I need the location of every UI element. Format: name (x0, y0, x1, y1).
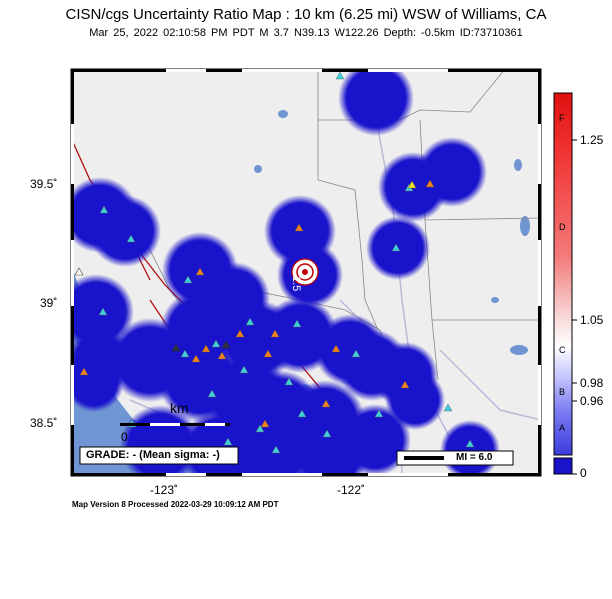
scalebar-unit: km (170, 400, 189, 416)
epicenter-marker (291, 258, 319, 286)
mi-box (396, 450, 514, 466)
colorbar-grade-letter: F (559, 113, 565, 123)
lat-tick-label: 38.5˚ (30, 416, 58, 430)
colorbar-grade-letter: A (559, 423, 566, 433)
ocean (71, 265, 195, 476)
colorbar-tick-label: 0.98 (580, 376, 604, 390)
lon-tick-label: -123˚ (150, 483, 179, 497)
map-version-footer: Map Version 8 Processed 2022-03-29 10:09… (72, 500, 279, 509)
scalebar-zero: 0 (121, 430, 128, 444)
colorbar-tick-label: 1.25 (580, 133, 604, 147)
map-title: CISN/cgs Uncertainty Ratio Map : 10 km (… (65, 6, 547, 23)
lat-tick-label: 39˚ (40, 296, 58, 310)
scale-bar (120, 423, 230, 426)
stations-dark (171, 340, 231, 352)
station-yellow (407, 180, 417, 189)
stations-orange (79, 179, 435, 428)
frame-ticks-white (71, 69, 541, 476)
colorbar-tick-label: 1.05 (580, 313, 604, 327)
colorbar (553, 92, 577, 475)
colorbar-grade-letter: D (559, 222, 566, 232)
epicenter-label: 1.5 (290, 276, 302, 291)
map-subtitle: Mar 25, 2022 02:10:58 PM PDT M 3.7 N39.1… (89, 27, 523, 39)
lat-tick-label: 39.5˚ (30, 177, 58, 191)
colorbar-grade-letter: B (559, 387, 566, 397)
colorbar-tick-label: 0.96 (580, 394, 604, 408)
colorbar-grade-letter: C (559, 345, 566, 355)
grade-label: GRADE: - (Mean sigma: -) (86, 449, 220, 461)
mi-label: MI = 6.0 (456, 452, 493, 463)
colorbar-tick-label: 0 (580, 466, 587, 480)
map-area (71, 69, 541, 476)
station-white (74, 267, 84, 276)
lon-tick-label: -122˚ (337, 483, 366, 497)
grade-box (79, 446, 239, 465)
